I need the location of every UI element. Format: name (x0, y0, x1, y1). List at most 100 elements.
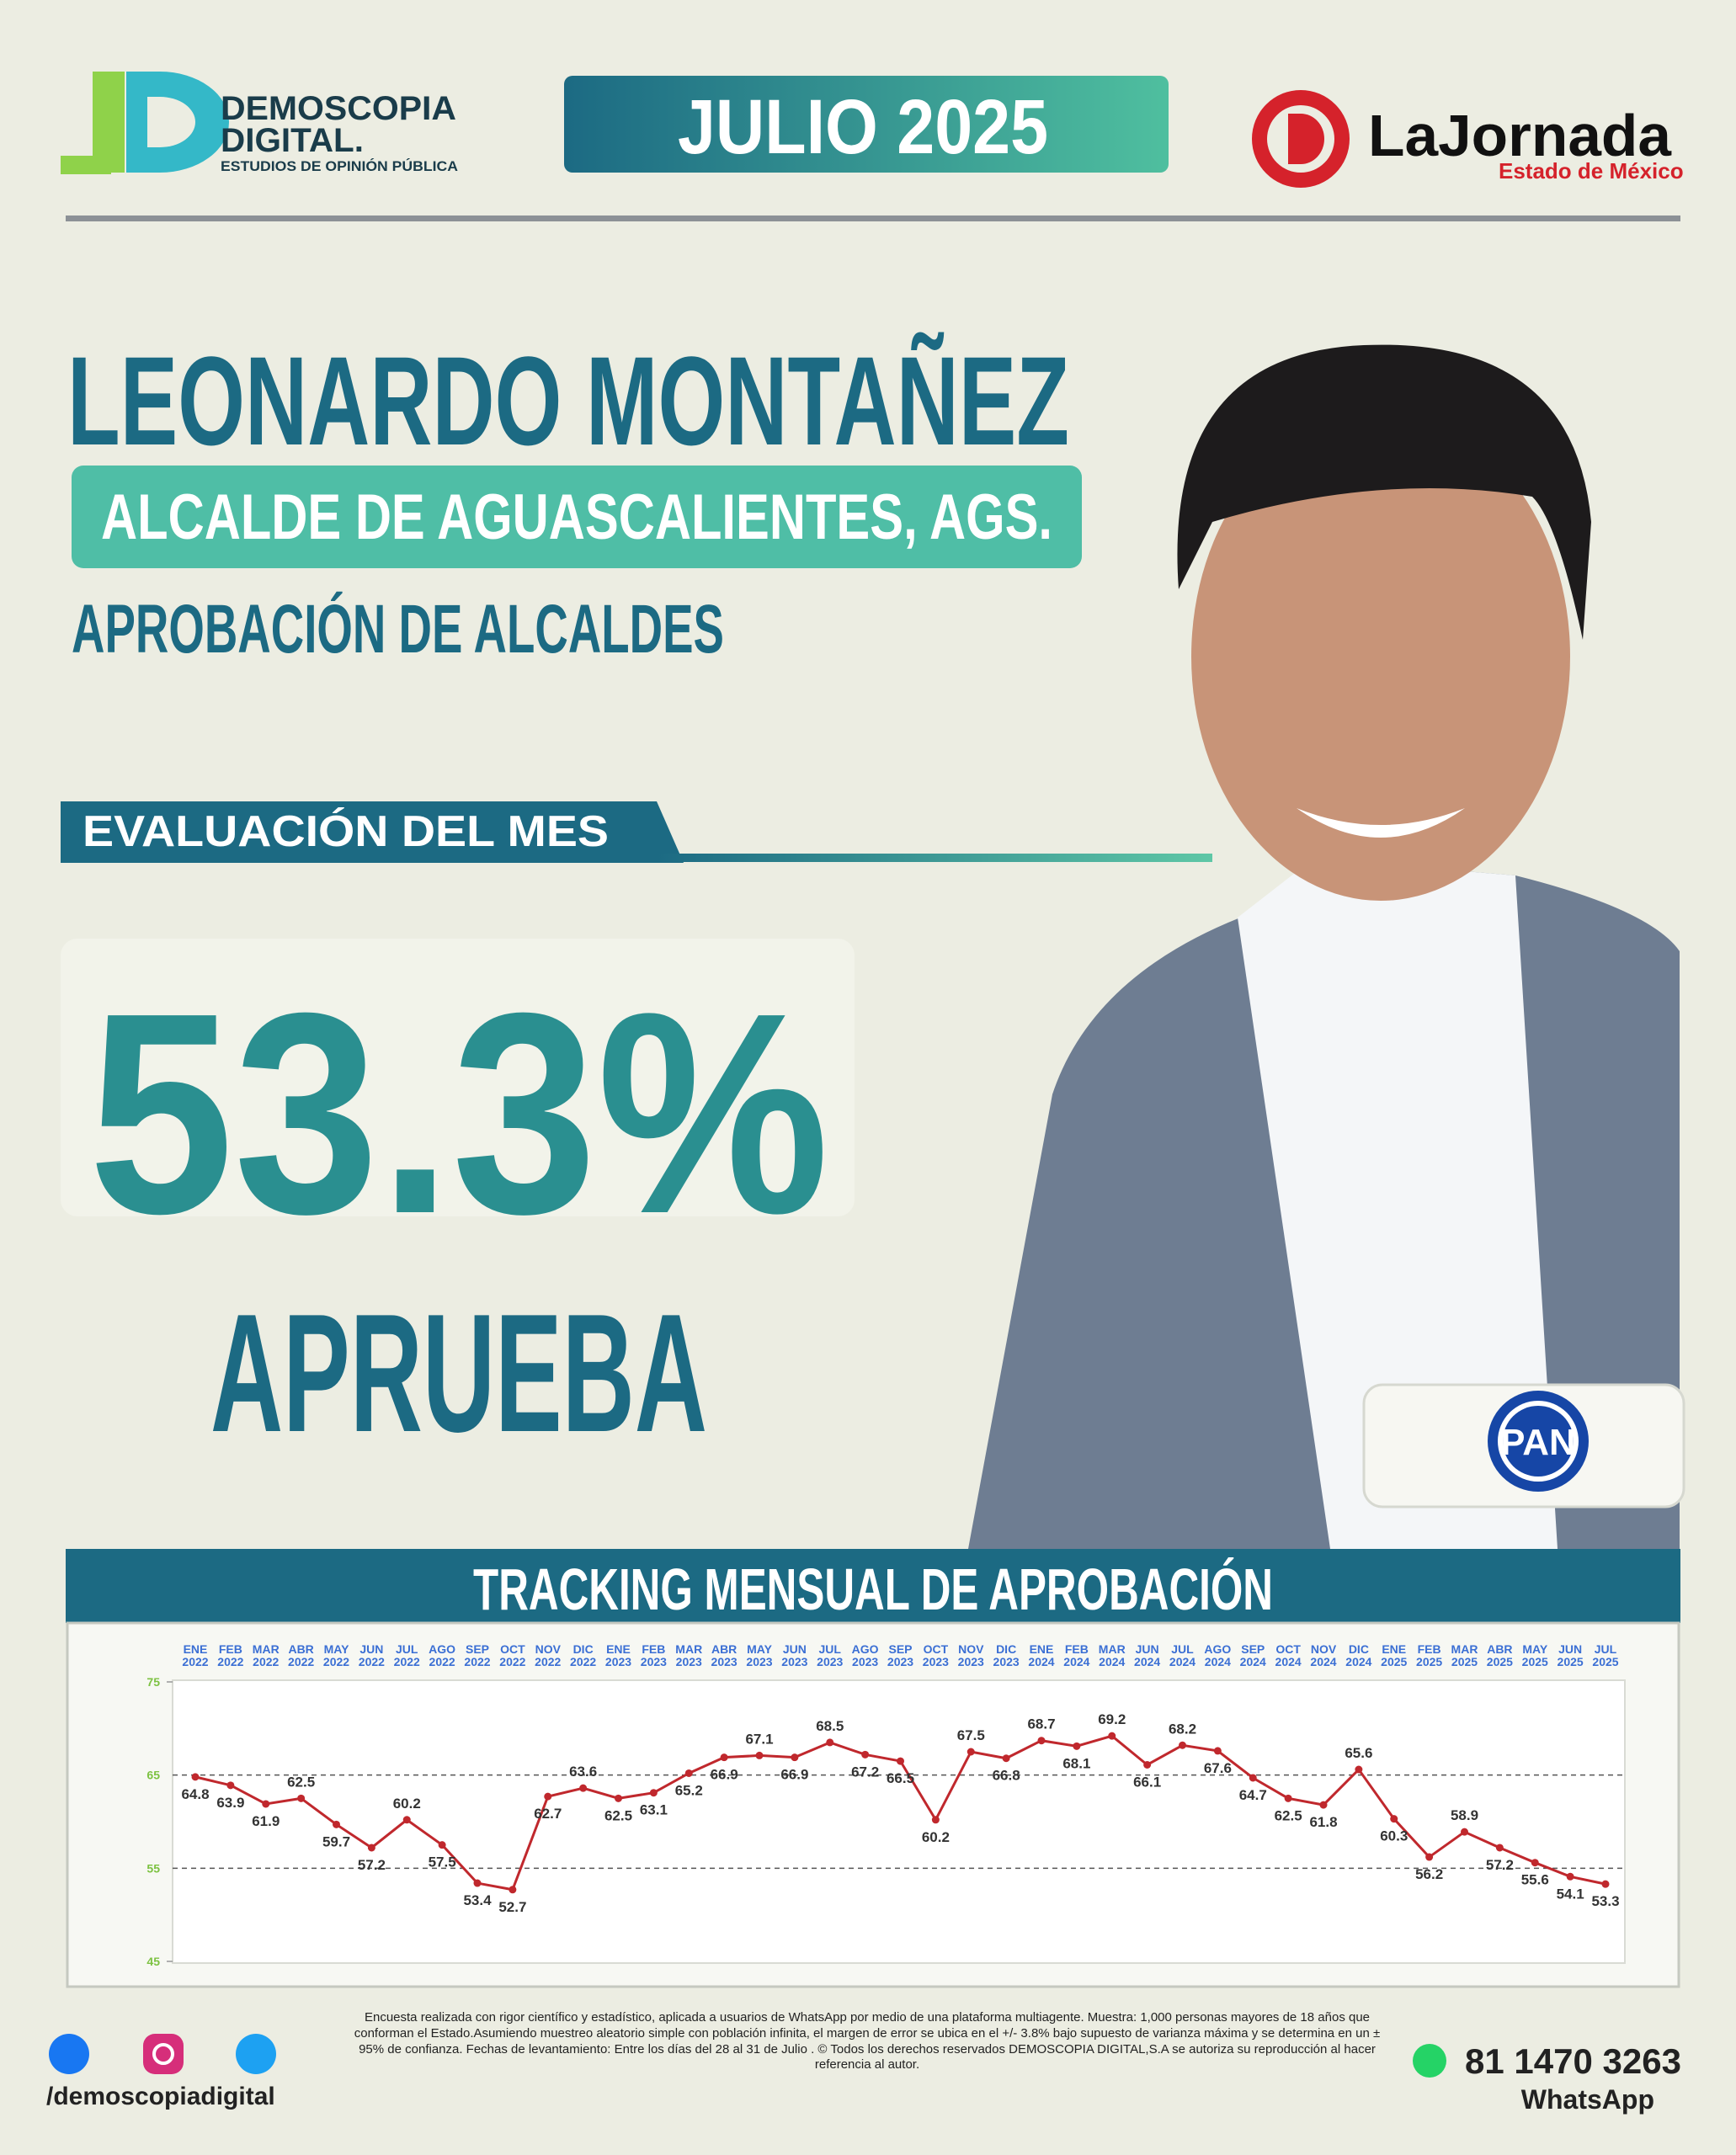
partner-region: Estado de México (1499, 158, 1684, 184)
value-label: 53.3 (1591, 1893, 1619, 1909)
value-label: 68.1 (1062, 1755, 1090, 1771)
person-name: LEONARDO MONTAÑEZ (67, 330, 1069, 471)
x-tick-label: JUN 2025 (1557, 1642, 1584, 1668)
y-tick-label: 45 (146, 1955, 160, 1968)
x-tick-label: SEP 2022 (464, 1642, 491, 1668)
point (684, 1769, 693, 1777)
evaluation-label: EVALUACIÓN DEL MES (83, 807, 609, 856)
point (967, 1748, 975, 1756)
point (931, 1816, 940, 1824)
point (1531, 1859, 1539, 1867)
evaluation-banner (61, 801, 684, 863)
value-label: 68.7 (1027, 1716, 1055, 1732)
party-logo (1503, 1406, 1574, 1477)
value-label: 60.2 (393, 1796, 421, 1812)
value-label: 64.8 (181, 1786, 209, 1802)
point (1601, 1880, 1610, 1888)
period: JULIO 2025 (678, 84, 1048, 170)
x-tick-label: AGO 2024 (1204, 1642, 1232, 1668)
x-tick-label: JUN 2023 (781, 1642, 808, 1668)
x-tick-label: ENE 2024 (1028, 1642, 1055, 1668)
point (226, 1781, 235, 1790)
point (333, 1820, 340, 1828)
point (1249, 1774, 1257, 1782)
x-tick-label: JUL 2024 (1169, 1642, 1196, 1668)
x-tick-label: ABR 2023 (711, 1642, 738, 1668)
value-label: 55.6 (1521, 1872, 1549, 1888)
value-label: 63.1 (640, 1802, 668, 1818)
x-tick-label: SEP 2023 (887, 1642, 914, 1668)
value-label: 66.9 (780, 1767, 808, 1783)
point (402, 1816, 411, 1824)
point (720, 1753, 728, 1762)
disclaimer: Encuesta realizada con rigor científico … (354, 2010, 1381, 2073)
x-tick-label: NOV 2022 (535, 1642, 562, 1668)
value-label: 62.5 (604, 1807, 632, 1823)
point (262, 1800, 270, 1808)
value-label: 59.7 (322, 1833, 350, 1849)
social-handle: /demoscopiadigital (46, 2083, 275, 2110)
value-label: 61.8 (1309, 1814, 1337, 1830)
y-tick-label: 65 (146, 1769, 160, 1782)
x-tick-label: DIC 2024 (1345, 1642, 1372, 1668)
value-label: 66.1 (1133, 1774, 1161, 1790)
x-tick-label: JUL 2023 (817, 1642, 844, 1668)
x-tick-label: OCT 2024 (1275, 1642, 1302, 1668)
portrait (968, 344, 1680, 1549)
whatsapp-icon (1413, 2044, 1446, 2078)
value-label: 53.4 (463, 1892, 492, 1908)
chart-title: TRACKING MENSUAL DE APROBACIÓN (473, 1556, 1273, 1622)
value-label: 64.7 (1239, 1787, 1267, 1803)
point (1425, 1853, 1434, 1861)
value-label: 62.5 (287, 1774, 315, 1790)
point (1390, 1815, 1398, 1823)
party-name: PAN (1500, 1422, 1576, 1463)
survey: APROBACIÓN DE ALCALDES (72, 591, 724, 668)
point (367, 1844, 375, 1852)
partner-logo: LaJornada Estado de México (1252, 90, 1684, 188)
value-label: 57.2 (358, 1857, 386, 1873)
point (1108, 1732, 1116, 1740)
chart-header (66, 1549, 1680, 1623)
x-tick-label: MAY 2023 (746, 1642, 773, 1668)
value-label: 63.6 (569, 1764, 597, 1780)
point (544, 1792, 552, 1801)
x-tick-label: ENE 2023 (604, 1642, 632, 1668)
point (579, 1784, 588, 1792)
value-label: 58.9 (1451, 1807, 1478, 1823)
x-tick-label: FEB 2022 (217, 1642, 244, 1668)
value-label: 61.9 (252, 1813, 280, 1829)
x-tick-label: FEB 2024 (1063, 1642, 1090, 1668)
x-tick-label: JUN 2024 (1134, 1642, 1161, 1668)
x-tick-label: ABR 2022 (288, 1642, 315, 1668)
position-box (72, 466, 1082, 568)
value-label: 68.5 (816, 1718, 844, 1734)
value-label: 65.6 (1345, 1745, 1372, 1761)
x-tick-label: MAY 2022 (322, 1642, 350, 1668)
point (1284, 1794, 1292, 1802)
point (1179, 1741, 1186, 1749)
point (1073, 1742, 1081, 1750)
x-tick-label: DIC 2022 (570, 1642, 597, 1668)
y-tick-label: 75 (146, 1675, 160, 1689)
value-label: 65.2 (675, 1782, 703, 1798)
x-tick-label: JUN 2022 (358, 1642, 385, 1668)
value-label: 69.2 (1098, 1711, 1126, 1727)
x-tick-label: JUL 2022 (393, 1642, 420, 1668)
point (1355, 1765, 1363, 1774)
x-tick-label: MAY 2025 (1521, 1642, 1548, 1668)
x-tick-label: FEB 2025 (1416, 1642, 1443, 1668)
value-label: 52.7 (498, 1899, 526, 1915)
period-box (564, 76, 1169, 173)
value-label: 66.9 (711, 1767, 738, 1783)
point (897, 1757, 904, 1765)
x-tick-label: JUL 2025 (1592, 1642, 1619, 1668)
point (861, 1750, 870, 1759)
point (438, 1841, 446, 1849)
x-tick-label: NOV 2024 (1310, 1642, 1337, 1668)
x-tick-label: DIC 2023 (993, 1642, 1020, 1668)
divider (66, 216, 1680, 221)
value-label: 57.5 (429, 1854, 456, 1870)
x-tick-label: MAR 2024 (1098, 1642, 1126, 1668)
